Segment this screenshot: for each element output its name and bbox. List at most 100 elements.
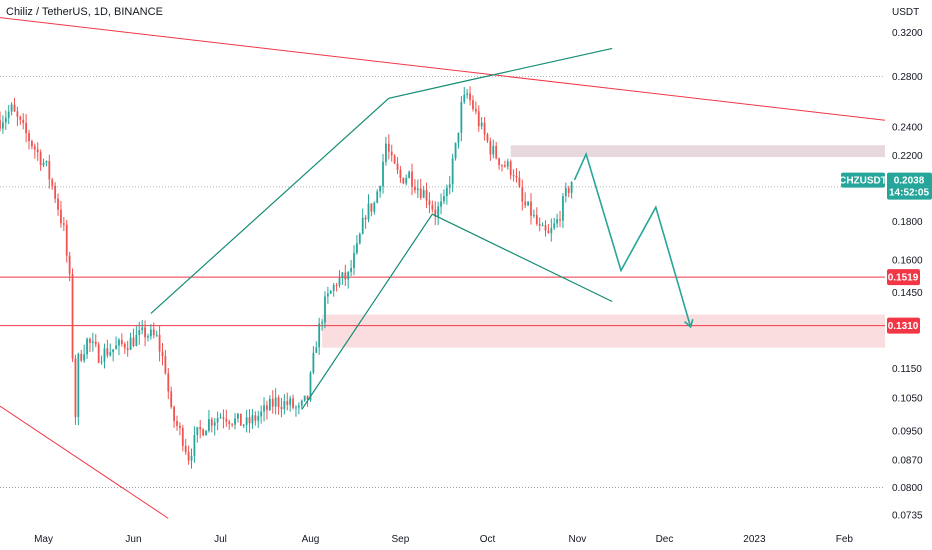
candle-body: [141, 327, 144, 331]
candle-body: [71, 274, 74, 359]
candle-body: [251, 415, 254, 424]
candle-body: [550, 227, 553, 234]
candle-body: [329, 290, 332, 294]
pattern-lines: [150, 47, 613, 410]
candle-body: [393, 155, 396, 164]
candle-body: [132, 337, 135, 346]
candle-body: [4, 117, 7, 123]
candle-body: [567, 188, 570, 193]
candle-body: [292, 398, 294, 408]
candle-body: [126, 348, 129, 350]
candle-body: [91, 341, 94, 343]
candle-body: [260, 411, 263, 417]
candle-body: [149, 329, 152, 337]
candle-body: [65, 224, 68, 256]
candle-body: [474, 109, 477, 112]
candle-body: [193, 435, 196, 457]
candle-body: [33, 146, 36, 150]
candle-body: [216, 418, 219, 423]
candle-body: [460, 102, 463, 133]
candle-body: [36, 149, 39, 153]
candle-body: [268, 398, 271, 411]
candle-body: [202, 429, 205, 436]
x-tick-label: Jul: [214, 534, 227, 545]
candle-body: [237, 413, 239, 419]
candle-body: [364, 217, 367, 220]
candle-body: [129, 337, 132, 350]
candle-body: [54, 185, 57, 199]
candle-body: [431, 205, 434, 210]
candle-body: [115, 345, 117, 350]
candle-body: [257, 416, 260, 421]
candle-body: [118, 339, 120, 346]
y-tick-label: 0.2200: [892, 151, 923, 162]
candle-body: [387, 143, 390, 152]
level-tag-label: 0.1310: [888, 321, 919, 332]
candle-body: [297, 405, 300, 408]
candle-body: [370, 203, 373, 212]
candle-body: [16, 111, 19, 117]
candle-body: [205, 430, 207, 436]
candle-body: [77, 353, 80, 418]
candle-body: [289, 398, 292, 405]
currency-label: USDT: [892, 7, 919, 18]
projection-path: [573, 151, 694, 329]
candle-body: [123, 343, 126, 349]
y-tick-label: 0.1450: [892, 288, 923, 299]
pattern-line: [301, 213, 613, 410]
last-price-tag: [887, 172, 932, 200]
candle-body: [74, 358, 77, 418]
x-axis[interactable]: May Jun Jul Aug Sep Oct Nov Dec 2023 Feb: [34, 534, 853, 545]
y-tick-label: 0.0950: [892, 427, 923, 438]
candle-body: [416, 188, 419, 191]
candle-body: [28, 133, 30, 142]
candle-body: [521, 186, 524, 202]
candle-body: [271, 398, 274, 407]
x-tick-label: May: [34, 534, 53, 545]
candle-body: [295, 407, 297, 409]
candle-body: [86, 338, 88, 355]
candle-body: [199, 427, 202, 430]
candle-body: [45, 161, 48, 163]
candle-body: [361, 217, 364, 234]
candle-body: [437, 206, 440, 217]
y-tick-label: 0.0870: [892, 455, 923, 466]
candle-body: [274, 397, 277, 407]
candle-body: [300, 400, 303, 406]
candle-body: [266, 405, 268, 411]
candle-body: [263, 405, 265, 412]
zone-box: [510, 145, 885, 158]
resistance-trendline: [0, 17, 886, 121]
candle-body: [184, 445, 187, 453]
candle-body: [228, 421, 231, 424]
candle-body: [341, 272, 344, 279]
candle-body: [492, 145, 495, 155]
zones: [322, 145, 885, 348]
candle-body: [533, 214, 535, 216]
y-tick-label: 0.0800: [892, 483, 923, 494]
candle-body: [486, 134, 489, 141]
candle-body: [2, 122, 4, 129]
candle-body: [405, 177, 408, 184]
candle-body: [530, 201, 532, 216]
y-axis[interactable]: 0.3200 0.2800 0.2400 0.2200 0.1800 0.1600 0.14…: [892, 28, 923, 522]
candle-body: [48, 161, 51, 180]
candle-body: [527, 201, 529, 206]
candle-body: [396, 163, 399, 170]
candle-body: [414, 186, 416, 191]
candle-body: [390, 151, 393, 156]
x-tick-label: Oct: [480, 534, 496, 545]
candle-body: [286, 401, 289, 405]
candle-body: [112, 349, 115, 353]
candle-body: [31, 141, 33, 147]
candle-body: [411, 171, 413, 187]
candle-body: [559, 219, 561, 221]
candle-body: [440, 201, 442, 207]
candle-body: [570, 181, 573, 193]
projection-line: [573, 151, 692, 328]
candle-body: [42, 162, 45, 166]
candle-body: [535, 214, 538, 225]
candle-body: [39, 152, 42, 166]
